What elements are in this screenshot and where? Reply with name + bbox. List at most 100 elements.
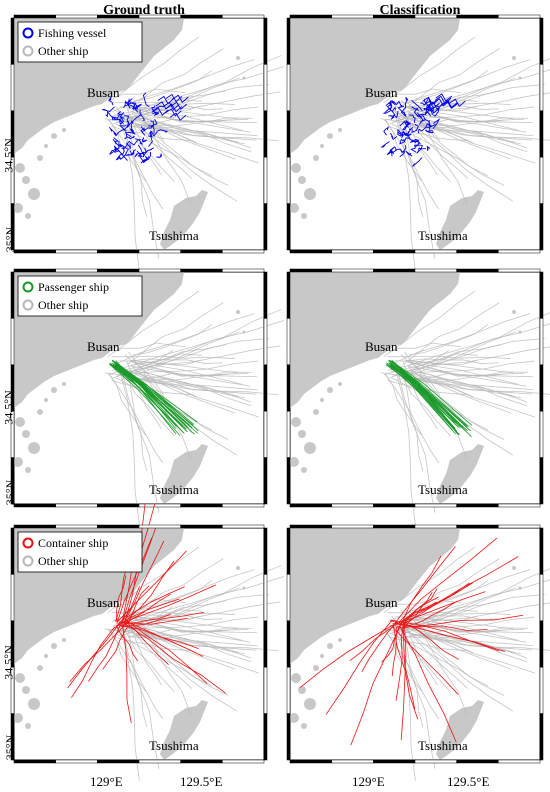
track-passenger [112, 360, 188, 427]
frame-tick-right [539, 110, 544, 158]
track-fishing [114, 145, 120, 153]
island-3 [289, 713, 299, 723]
track-other-ship [397, 369, 436, 513]
track-fishing [388, 110, 396, 120]
track-container [88, 623, 122, 682]
frame-tick-bottom [289, 503, 332, 508]
track-fishing [156, 153, 162, 159]
track-other-ship [118, 91, 281, 122]
island-3 [13, 713, 23, 723]
island-2 [28, 698, 40, 710]
frame-tick-top [289, 268, 332, 273]
map-panel-fishing-classification: Busan Tsushima [286, 14, 550, 271]
track-container [117, 550, 187, 622]
track-other-ship [389, 88, 462, 99]
track-other-ship [125, 358, 223, 364]
frame-tick-top [55, 14, 98, 19]
island-3 [13, 203, 23, 213]
frame-tick-bottom [222, 759, 265, 764]
place-label-tsushima: Tsushima [418, 482, 468, 497]
track-other-ship [395, 115, 416, 271]
track-other-ship [119, 369, 140, 525]
track-fishing [411, 106, 420, 111]
track-other-ship [111, 355, 235, 359]
frame-tick-left [286, 110, 291, 158]
track-other-ship [392, 618, 514, 712]
island-1 [298, 686, 306, 694]
island-2 [304, 442, 316, 454]
track-other-ship [121, 320, 284, 378]
frame-tick-bottom [55, 503, 98, 508]
track-other-ship [130, 117, 193, 179]
frame-tick-top [373, 268, 416, 273]
track-passenger [388, 359, 469, 428]
lat-label-34-5-row3: 34.5°N [1, 645, 16, 680]
island-7 [327, 387, 333, 393]
track-fishing [151, 107, 169, 116]
frame-tick-right [263, 364, 268, 412]
track-fishing [156, 129, 169, 133]
track-other-ship [385, 120, 440, 210]
frame-tick-right [263, 666, 268, 714]
frame-tick-left [10, 318, 15, 366]
track-fishing [124, 132, 132, 140]
track-other-ship [129, 360, 259, 374]
lon-label-129: 129°E [90, 774, 123, 789]
track-fishing [116, 113, 124, 124]
legend: Container ship Other ship [17, 531, 143, 573]
tracks-passenger [109, 359, 199, 436]
track-other-ship [111, 90, 226, 117]
legend-marker-fishing [22, 27, 34, 39]
track-other-ship [388, 313, 531, 367]
track-fishing [397, 131, 404, 137]
frame-tick-bottom [331, 759, 374, 764]
track-container [116, 625, 139, 662]
legend-box [17, 531, 143, 573]
track-container [400, 623, 407, 741]
land-tsushima [436, 190, 484, 250]
track-fishing [157, 95, 175, 105]
track-container [120, 593, 171, 628]
track-fishing [109, 147, 118, 155]
legend: Passenger ship Other ship [17, 275, 143, 317]
track-other-ship [397, 115, 436, 259]
track-other-ship [407, 617, 525, 633]
island-8 [338, 382, 342, 386]
track-other-ship [410, 361, 519, 385]
track-other-ship [407, 111, 533, 124]
frame-tick-left [286, 203, 291, 251]
legend-box [17, 275, 143, 317]
track-passenger [110, 363, 177, 427]
track-other-ship [134, 118, 238, 143]
frame-tick-bottom [13, 759, 56, 764]
place-label-tsushima: Tsushima [149, 738, 199, 753]
lat-label-34-5-row2: 34.5°N [1, 390, 16, 425]
island-3 [289, 457, 299, 467]
island-0 [15, 673, 25, 683]
track-other-ship [115, 123, 229, 186]
track-fishing [428, 120, 432, 128]
track-other-ship [388, 59, 531, 113]
frame-tick-bottom [180, 503, 223, 508]
frame-tick-right [539, 203, 544, 251]
frame-tick-top [331, 524, 374, 529]
track-container [394, 591, 486, 625]
track-container [403, 588, 438, 628]
track-fishing [395, 145, 407, 154]
frame-tick-left [286, 713, 291, 761]
track-other-ship [419, 121, 533, 141]
track-container [116, 537, 153, 623]
track-container [361, 621, 397, 672]
track-container [395, 620, 405, 701]
track-fishing [433, 105, 440, 117]
track-other-ship [134, 617, 243, 641]
frame-tick-bottom [414, 503, 457, 508]
track-fishing [108, 96, 114, 106]
frame-tick-left [286, 620, 291, 668]
frame-tick-right [263, 110, 268, 158]
track-other-ship [394, 346, 550, 376]
track-other-ship [387, 611, 511, 615]
track-fishing [408, 114, 416, 123]
island-4 [301, 723, 307, 729]
track-other-ship [402, 48, 500, 111]
